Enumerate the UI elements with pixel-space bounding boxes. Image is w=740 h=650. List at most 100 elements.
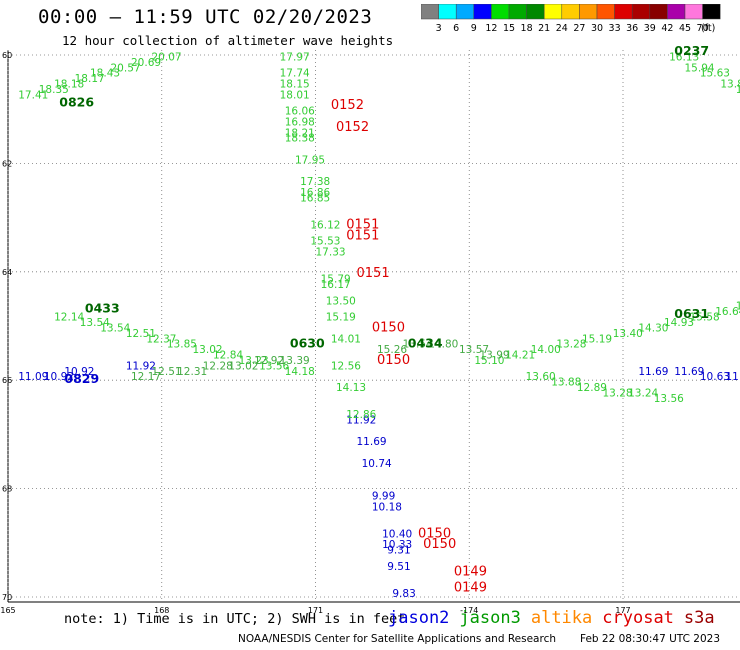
jason3-value-label: 18.38 — [285, 133, 315, 145]
legend-item-jason3: jason3 — [459, 608, 521, 628]
jason3-value-label: 13.28 — [556, 339, 586, 351]
scale-tick-label: 12 — [485, 23, 497, 34]
jason3-value-label: 13.56 — [259, 360, 289, 372]
x-tick-label: 168 — [154, 606, 169, 615]
jason2-value-label: 10.63 — [700, 371, 730, 383]
cryosat-value-label: 0150 — [418, 526, 451, 541]
jason3-value-label: 17.95 — [295, 154, 325, 166]
altika-value-label: 13.57 — [459, 344, 489, 356]
jason3-value-label: 17.38 — [300, 176, 330, 188]
y-tick-label: 64 — [2, 268, 12, 277]
legend-item-s3a: s3a — [683, 608, 715, 628]
jason3-value-label: 16.98 — [285, 116, 315, 128]
jason3-value-label: 13.85 — [720, 79, 740, 91]
altika-value-label: 14.80 — [428, 339, 458, 351]
jason3-value-label: 16.06 — [285, 106, 315, 118]
jason3-value-label: 13.56 — [654, 393, 684, 405]
footer-note: note: 1) Time is in UTC; 2) SWH is in fe… — [64, 611, 406, 627]
jason3-value-label: 13.28 — [603, 387, 633, 399]
jason3-value-label: 15.19 — [582, 333, 612, 345]
jason2-value-label: 11.36 — [726, 371, 740, 383]
scale-tick-label: 33 — [609, 23, 621, 34]
jason3-value-label: 15.53 — [310, 236, 340, 248]
color-scale-bar: 3 6 9 12 15 18 21 24 27 30 33 36 39 42 45 70(ft) — [421, 4, 721, 34]
altika-value-label: 13.99 — [480, 350, 510, 362]
jason3-value-label: 14.00 — [531, 344, 561, 356]
jason3-value-label: 17.33 — [316, 247, 346, 259]
cryosat-value-label: 0151 — [346, 228, 379, 243]
jason2-value-label: 11.09 — [18, 371, 48, 383]
y-tick-label: 70 — [2, 593, 12, 602]
y-tick-label: 66 — [2, 376, 12, 385]
jason3-value-label: 20.07 — [152, 51, 182, 63]
jason3-value-label: 14.21 — [505, 350, 535, 362]
scale-tick-label: 39 — [644, 23, 656, 34]
scale-tick-label: 6 — [453, 23, 459, 34]
jason2-value-label: 10.92 — [44, 371, 74, 383]
jason3-value-label: 13.54 — [100, 322, 130, 334]
scale-tick-label: 36 — [626, 23, 638, 34]
y-tick-label: 60 — [2, 51, 12, 60]
jason2-value-label: 11.92 — [346, 415, 376, 427]
pass-time-label: 0237 — [674, 43, 709, 58]
jason3-value-label: 12.84 — [213, 350, 243, 362]
jason3-value-label: 13.88 — [551, 377, 581, 389]
scale-tick-label: 9 — [471, 23, 477, 34]
altika-value-label: 12.17 — [131, 371, 161, 383]
jason3-value-label: 13.27 — [736, 84, 740, 96]
jason2-value-label: 10.18 — [372, 501, 402, 513]
pass-time-label: 0434 — [408, 336, 443, 351]
pass-time-label: 0630 — [290, 336, 325, 351]
scale-swatch — [702, 4, 721, 20]
jason3-value-label: 17.74 — [280, 68, 310, 80]
jason3-value-label: 18.01 — [280, 89, 310, 101]
jason3-value-label: 12.56 — [331, 360, 361, 372]
jason3-value-label: 16.86 — [300, 187, 330, 199]
jason2-value-label: 11.92 — [126, 360, 156, 372]
altika-value-label: 15.26 — [377, 344, 407, 356]
legend-item-altika: altika — [530, 608, 593, 628]
x-tick-label: -174 — [460, 606, 478, 615]
jason3-value-label: 13.85 — [167, 339, 197, 351]
jason3-value-label: 13.02 — [193, 344, 223, 356]
scale-tick-label: 18 — [521, 23, 533, 34]
legend-item-jason2: jason2 — [388, 608, 450, 628]
jason3-value-label: 15.58 — [690, 312, 720, 324]
jason3-value-label: 13.50 — [326, 295, 356, 307]
cryosat-value-label: 0150 — [423, 537, 456, 552]
satellite-legend: jason2 jason3 altika cryosat s3a — [388, 608, 725, 628]
jason3-value-label: 15.94 — [685, 62, 715, 74]
altika-value-label: 12.92 — [254, 355, 284, 367]
scale-tick-label: 42 — [661, 23, 673, 34]
jason3-value-label: 14.93 — [664, 317, 694, 329]
scale-unit-label: (ft) — [701, 23, 715, 34]
jason3-value-label: 16.17 — [321, 279, 351, 291]
chart-subtitle: 12 hour collection of altimeter wave hei… — [62, 33, 394, 48]
altika-value-label: 13.39 — [280, 355, 310, 367]
jason2-value-label: 10.92 — [64, 366, 94, 378]
x-tick-label: 165 — [0, 606, 15, 615]
pass-time-label: 0433 — [85, 300, 120, 315]
cryosat-value-label: 0151 — [357, 266, 390, 281]
scale-tick-label: 24 — [556, 23, 568, 34]
cryosat-value-label: 0149 — [454, 564, 487, 579]
pass-time-label: 0826 — [59, 94, 94, 109]
jason2-value-label: 9.83 — [392, 588, 415, 600]
cryosat-value-label: 0149 — [454, 581, 487, 596]
jason3-value-label: 20.57 — [111, 62, 141, 74]
jason3-value-label: 12.14 — [54, 312, 84, 324]
jason2-value-label: 9.31 — [387, 545, 410, 557]
jason2-value-label: 10.40 — [382, 528, 412, 540]
jason3-value-label: 12.86 — [346, 409, 376, 421]
jason3-value-label: 16.64 — [715, 306, 740, 318]
jason3-value-label: 16.85 — [300, 192, 330, 204]
jason3-value-label: 14.01 — [331, 333, 361, 345]
jason3-value-label: 18.35 — [39, 84, 69, 96]
jason3-value-label: 18.18 — [54, 79, 84, 91]
jason3-value-label: 18.17 — [75, 73, 105, 85]
cryosat-value-label: 0152 — [336, 120, 369, 135]
x-tick-label: 177 — [615, 606, 630, 615]
scale-tick-label: 21 — [538, 23, 550, 34]
jason3-value-label: 13.23 — [239, 355, 269, 367]
